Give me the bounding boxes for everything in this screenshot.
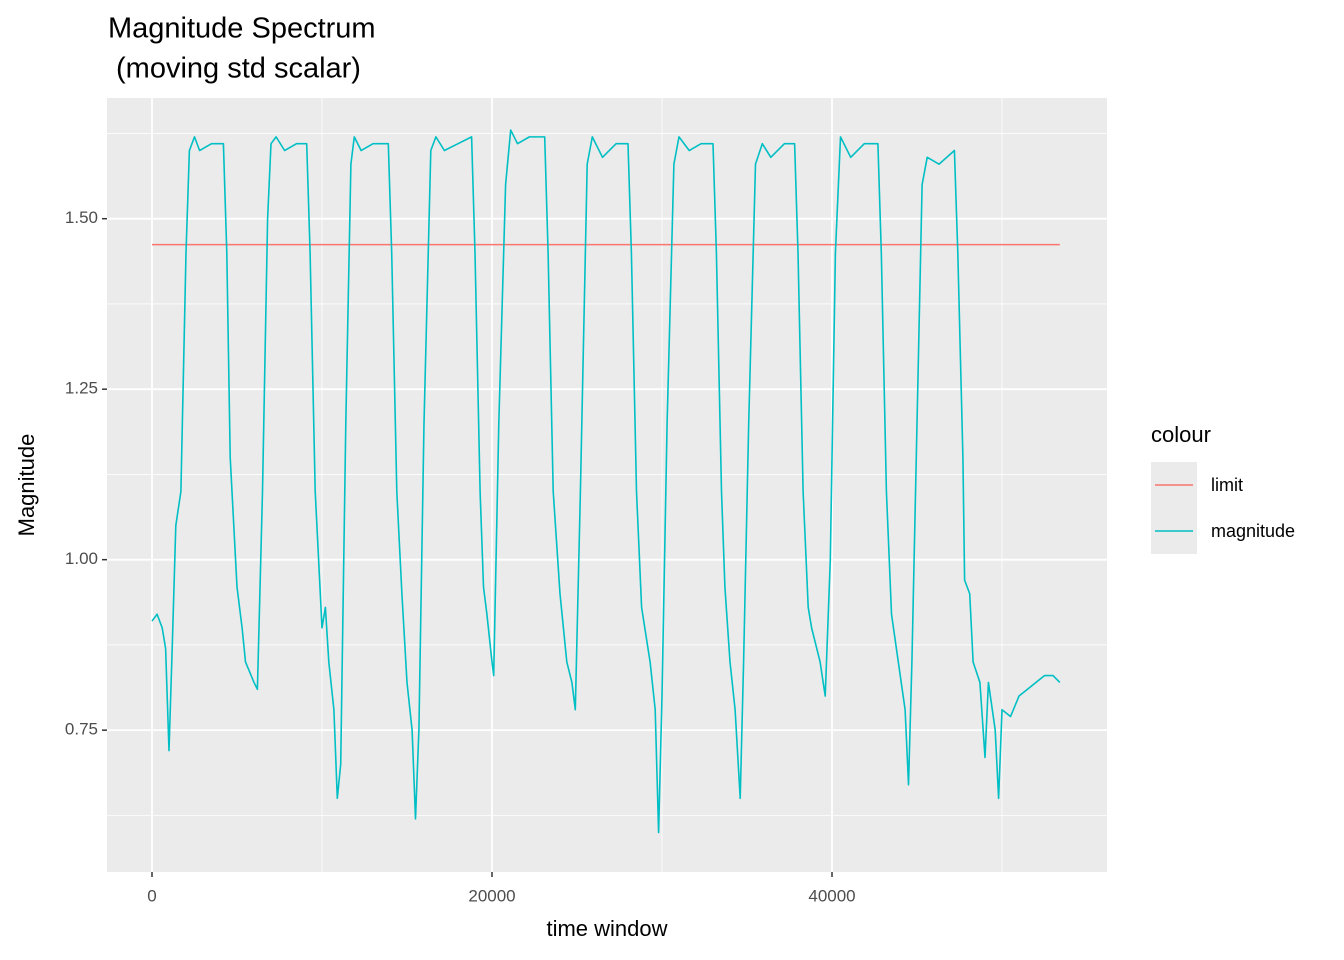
legend-label: limit [1211, 475, 1243, 495]
chart-title: Magnitude Spectrum [108, 13, 376, 45]
y-tick-label: 1.50 [65, 208, 98, 227]
line-series [151, 129, 1061, 834]
y-tick-label: 0.75 [65, 720, 98, 739]
x-axis-title: time window [546, 916, 667, 941]
y-axis-title: Magnitude [14, 434, 39, 537]
x-tick-label: 40000 [808, 886, 855, 905]
y-tick-label: 1.00 [65, 549, 98, 568]
chart-subtitle: (moving std scalar) [116, 53, 361, 85]
legend-label: magnitude [1211, 521, 1295, 541]
x-tick-label: 20000 [468, 886, 515, 905]
panel [107, 98, 1107, 872]
x-tick-label: 0 [147, 886, 156, 905]
y-tick-label: 1.25 [65, 379, 98, 398]
legend-title: colour [1151, 422, 1211, 447]
